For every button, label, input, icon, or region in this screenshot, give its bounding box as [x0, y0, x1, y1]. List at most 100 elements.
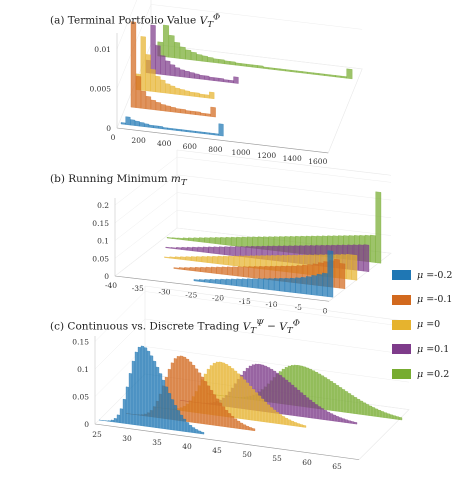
panel-a-bar [180, 108, 186, 114]
panel-b-bar [169, 256, 176, 259]
panel-b-bar [223, 255, 229, 266]
panel-b-bar [205, 266, 212, 274]
panel-c-bar [134, 351, 139, 426]
panel-c-bar [287, 382, 292, 416]
panel-c-bar [353, 421, 358, 425]
panel-b-bar [279, 278, 286, 292]
panel-b-bar [257, 278, 264, 290]
panel-a-bar [184, 70, 190, 78]
panel-c-bar [275, 372, 280, 414]
panel-c-bar [398, 417, 403, 421]
panel-b-bar [247, 278, 253, 288]
panel-b-gridline [114, 192, 178, 241]
panel-c-bar [326, 379, 331, 411]
panel-b-bar [202, 246, 209, 253]
panel-a-bar [207, 56, 214, 63]
panel-c-bar [197, 430, 202, 434]
panel-b-xtick-label: -30 [158, 287, 170, 296]
panel-b-bar [241, 236, 248, 248]
panel-c-bar [236, 373, 241, 419]
panel-c-bar [311, 401, 316, 419]
panel-c-bar [350, 421, 355, 424]
panel-c-bar [287, 419, 292, 426]
panel-c-bar [143, 347, 148, 427]
panel-c-gridline [144, 346, 410, 383]
panel-a-bar [229, 61, 236, 66]
panel-a-bar [165, 83, 171, 94]
panel-a-gridline [150, 4, 363, 30]
panel-b-bar [209, 237, 216, 244]
panel-a-bar [268, 67, 275, 70]
panel-b-ytick-label: 0.1 [97, 237, 109, 246]
panel-b-bar [300, 276, 307, 295]
panel-a-bar [199, 131, 205, 135]
panel-a-bar [279, 68, 286, 72]
panel-c-bar [164, 386, 169, 430]
panel-a-bar [257, 65, 264, 69]
panel-c-bar [329, 413, 334, 422]
panel-c-bar [302, 425, 307, 428]
panel-b-bar [370, 234, 376, 263]
panel-a-bar [165, 105, 171, 112]
panel-c-bar [224, 363, 229, 418]
panel-c-bar [269, 407, 274, 424]
panel-c-bar [341, 389, 346, 413]
panel-b-bar [224, 246, 231, 256]
panel-c-bar [227, 413, 232, 428]
panel-a-bar [135, 75, 142, 109]
panel-b-bar [212, 255, 219, 265]
panel-c-bar [257, 395, 262, 422]
panel-b-bar [221, 266, 228, 276]
panel-a-bar [218, 77, 224, 83]
panel-c-bar [281, 377, 286, 415]
panel-a-xtick-label: 0 [111, 133, 116, 142]
panel-b-bar [195, 267, 201, 272]
panel-c-bar [185, 422, 190, 433]
panel-a-bar [185, 49, 192, 61]
panel-a-xtick-label: 1000 [231, 148, 250, 157]
panel-c-bar [230, 415, 235, 429]
panel-a-bar [329, 74, 336, 78]
panel-a-bar [150, 24, 156, 74]
panel-a-bar [170, 85, 176, 95]
panel-c-bar [347, 393, 352, 414]
panel-b-bar [204, 237, 210, 244]
panel-a-bar [140, 90, 147, 110]
panel-a-bar [205, 113, 211, 117]
panel-c-bar [239, 376, 244, 420]
panel-b-bar [244, 255, 251, 268]
panel-c-bar [308, 399, 313, 419]
panel-c-bar [149, 355, 154, 428]
panel-a-bar [184, 90, 190, 97]
panel-b-x-axis [114, 275, 330, 302]
panel-c-bar [161, 379, 166, 430]
panel-b-bar [264, 265, 271, 281]
panel-a-bar [196, 54, 203, 62]
panel-c-bar [137, 346, 142, 426]
panel-b-xtick-label: -20 [212, 294, 224, 303]
panel-c-bar [104, 420, 109, 422]
panel-a-bar [209, 132, 215, 136]
panel-a-title: (a) Terminal Portfolio Value VTΦ [50, 12, 221, 30]
panel-b-bar [188, 237, 194, 242]
panel-c-bar [293, 387, 298, 417]
panel-c-bar [254, 392, 259, 422]
panel-c-bar [326, 411, 331, 421]
panel-c-bar [155, 366, 160, 429]
panel-c-xtick-label: 50 [242, 450, 252, 459]
panel-c-bar [302, 394, 307, 418]
panel-b-xtick-label: -40 [105, 281, 117, 290]
panel-b-bar [165, 246, 172, 249]
panel-a-bar [144, 123, 150, 128]
panel-c-bar [395, 416, 400, 420]
panel-a-xtick-label: 1200 [257, 151, 276, 160]
panel-c-bar [350, 395, 355, 414]
panel-a-xtick-label: 600 [183, 142, 198, 151]
legend-item: μ =0.1 [392, 342, 452, 356]
panel-a-bar [120, 122, 126, 125]
panel-c-bar [209, 389, 214, 426]
panel-c-ytick-label: 0 [84, 420, 89, 429]
panel-c-bar [203, 380, 208, 425]
panel-b-bar [334, 258, 340, 289]
panel-c-bar [110, 419, 115, 423]
